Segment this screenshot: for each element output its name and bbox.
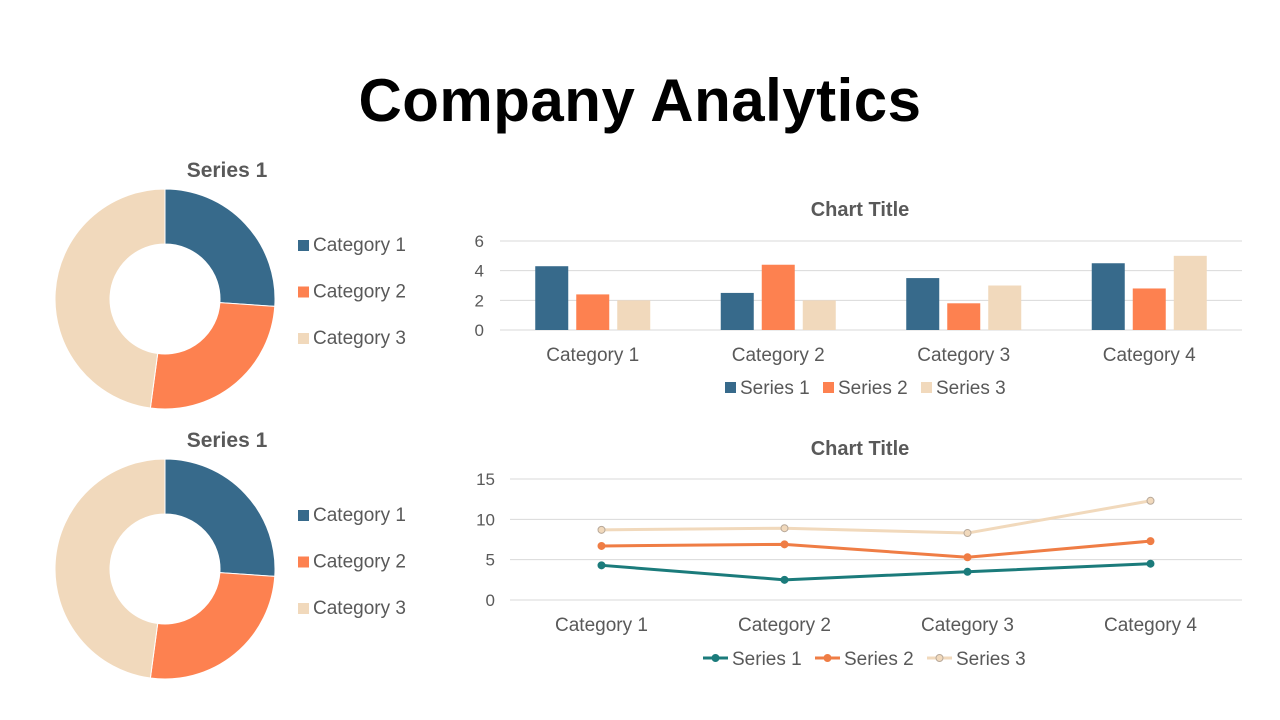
donut-title: Series 1 <box>187 429 268 452</box>
bar-1-1 <box>535 266 569 330</box>
line-chart: Chart Title 0 5 10 15 Category 1 Category 2 Cat… <box>476 438 1242 670</box>
bar-3-3 <box>988 285 1022 330</box>
legend-swatch-series-2 <box>823 382 834 393</box>
bar-2-1 <box>576 294 610 330</box>
bar-chart: Chart Title 0 2 4 6 Category 1 Category 2 Categ… <box>475 199 1242 399</box>
bar-2-4 <box>1132 288 1166 330</box>
x-tick-label: Category 4 <box>1103 345 1196 366</box>
legend-label: Series 3 <box>956 649 1026 670</box>
legend-label: Category 3 <box>313 328 406 349</box>
point-1-3 <box>963 567 972 576</box>
donut-slice-3 <box>54 188 166 409</box>
legend-marker-series-3 <box>935 654 944 662</box>
legend-label: Series 2 <box>838 378 908 399</box>
point-1-4 <box>1146 559 1155 568</box>
x-tick-label: Category 1 <box>555 615 648 636</box>
donut-slice-2 <box>149 572 276 680</box>
legend-swatch-3 <box>298 333 309 344</box>
y-tick-label: 0 <box>475 321 484 340</box>
legend-swatch-2 <box>298 286 309 298</box>
bar-2-2 <box>761 264 795 330</box>
bar-1-3 <box>906 278 940 330</box>
point-3-2 <box>780 524 789 533</box>
bar-3-1 <box>617 300 651 330</box>
legend-marker-series-2 <box>823 654 832 662</box>
x-tick-label: Category 3 <box>917 345 1010 366</box>
legend-label: Category 2 <box>313 282 406 303</box>
bar-1-2 <box>720 292 754 330</box>
point-3-4 <box>1146 496 1155 505</box>
legend-swatch-1 <box>298 240 309 251</box>
point-2-1 <box>597 541 606 550</box>
series-line-3 <box>601 499 1151 535</box>
y-tick-label: 4 <box>475 262 484 281</box>
point-2-4 <box>1146 537 1155 546</box>
y-tick-label: 10 <box>476 510 495 529</box>
point-1-2 <box>780 575 789 584</box>
bar-1-4 <box>1091 263 1125 330</box>
y-tick-label: 0 <box>486 591 495 610</box>
donut-title: Series 1 <box>187 159 268 182</box>
series-line-2 <box>601 539 1151 559</box>
x-tick-label: Category 4 <box>1104 615 1197 636</box>
legend-swatch-series-3 <box>921 382 932 393</box>
y-tick-label: 6 <box>475 232 484 251</box>
donut-slice-1 <box>164 188 276 307</box>
y-tick-label: 2 <box>475 291 484 310</box>
donut-chart-0: Series 1 Category 1 Category 2 Category 3 <box>54 159 406 410</box>
donut-chart-2: Series 1 Category 1 Category 2 Category 3 <box>54 429 406 680</box>
donut-slice-1 <box>164 458 276 577</box>
x-tick-label: Category 3 <box>921 615 1014 636</box>
x-tick-label: Category 1 <box>546 345 639 366</box>
point-1-1 <box>597 561 606 570</box>
legend-label: Category 3 <box>313 598 406 619</box>
legend-marker-series-1 <box>711 654 720 662</box>
chart-title: Chart Title <box>811 199 910 221</box>
point-2-2 <box>780 540 789 549</box>
legend-label: Series 3 <box>936 378 1006 399</box>
bar-2-3 <box>947 303 981 330</box>
bar-3-2 <box>802 300 836 330</box>
legend-label: Category 2 <box>313 552 406 573</box>
legend-label: Category 1 <box>313 235 406 256</box>
legend-label: Category 1 <box>313 505 406 526</box>
y-tick-label: 15 <box>476 470 495 489</box>
point-3-3 <box>963 529 972 538</box>
legend-label: Series 2 <box>844 649 914 670</box>
point-2-3 <box>963 553 972 562</box>
legend-swatch-1 <box>298 510 309 521</box>
legend-swatch-2 <box>298 556 309 568</box>
legend-label: Series 1 <box>732 649 802 670</box>
legend-swatch-3 <box>298 603 309 614</box>
bar-3-4 <box>1173 255 1207 330</box>
point-3-1 <box>597 525 606 534</box>
page-title: Company Analytics <box>358 67 922 134</box>
legend-swatch-series-1 <box>725 382 736 393</box>
chart-title: Chart Title <box>811 438 910 460</box>
series-line-1 <box>601 562 1151 582</box>
donut-slice-2 <box>149 302 276 410</box>
x-tick-label: Category 2 <box>738 615 831 636</box>
legend-label: Series 1 <box>740 378 810 399</box>
x-tick-label: Category 2 <box>732 345 825 366</box>
y-tick-label: 5 <box>486 551 495 570</box>
donut-slice-3 <box>54 458 166 679</box>
